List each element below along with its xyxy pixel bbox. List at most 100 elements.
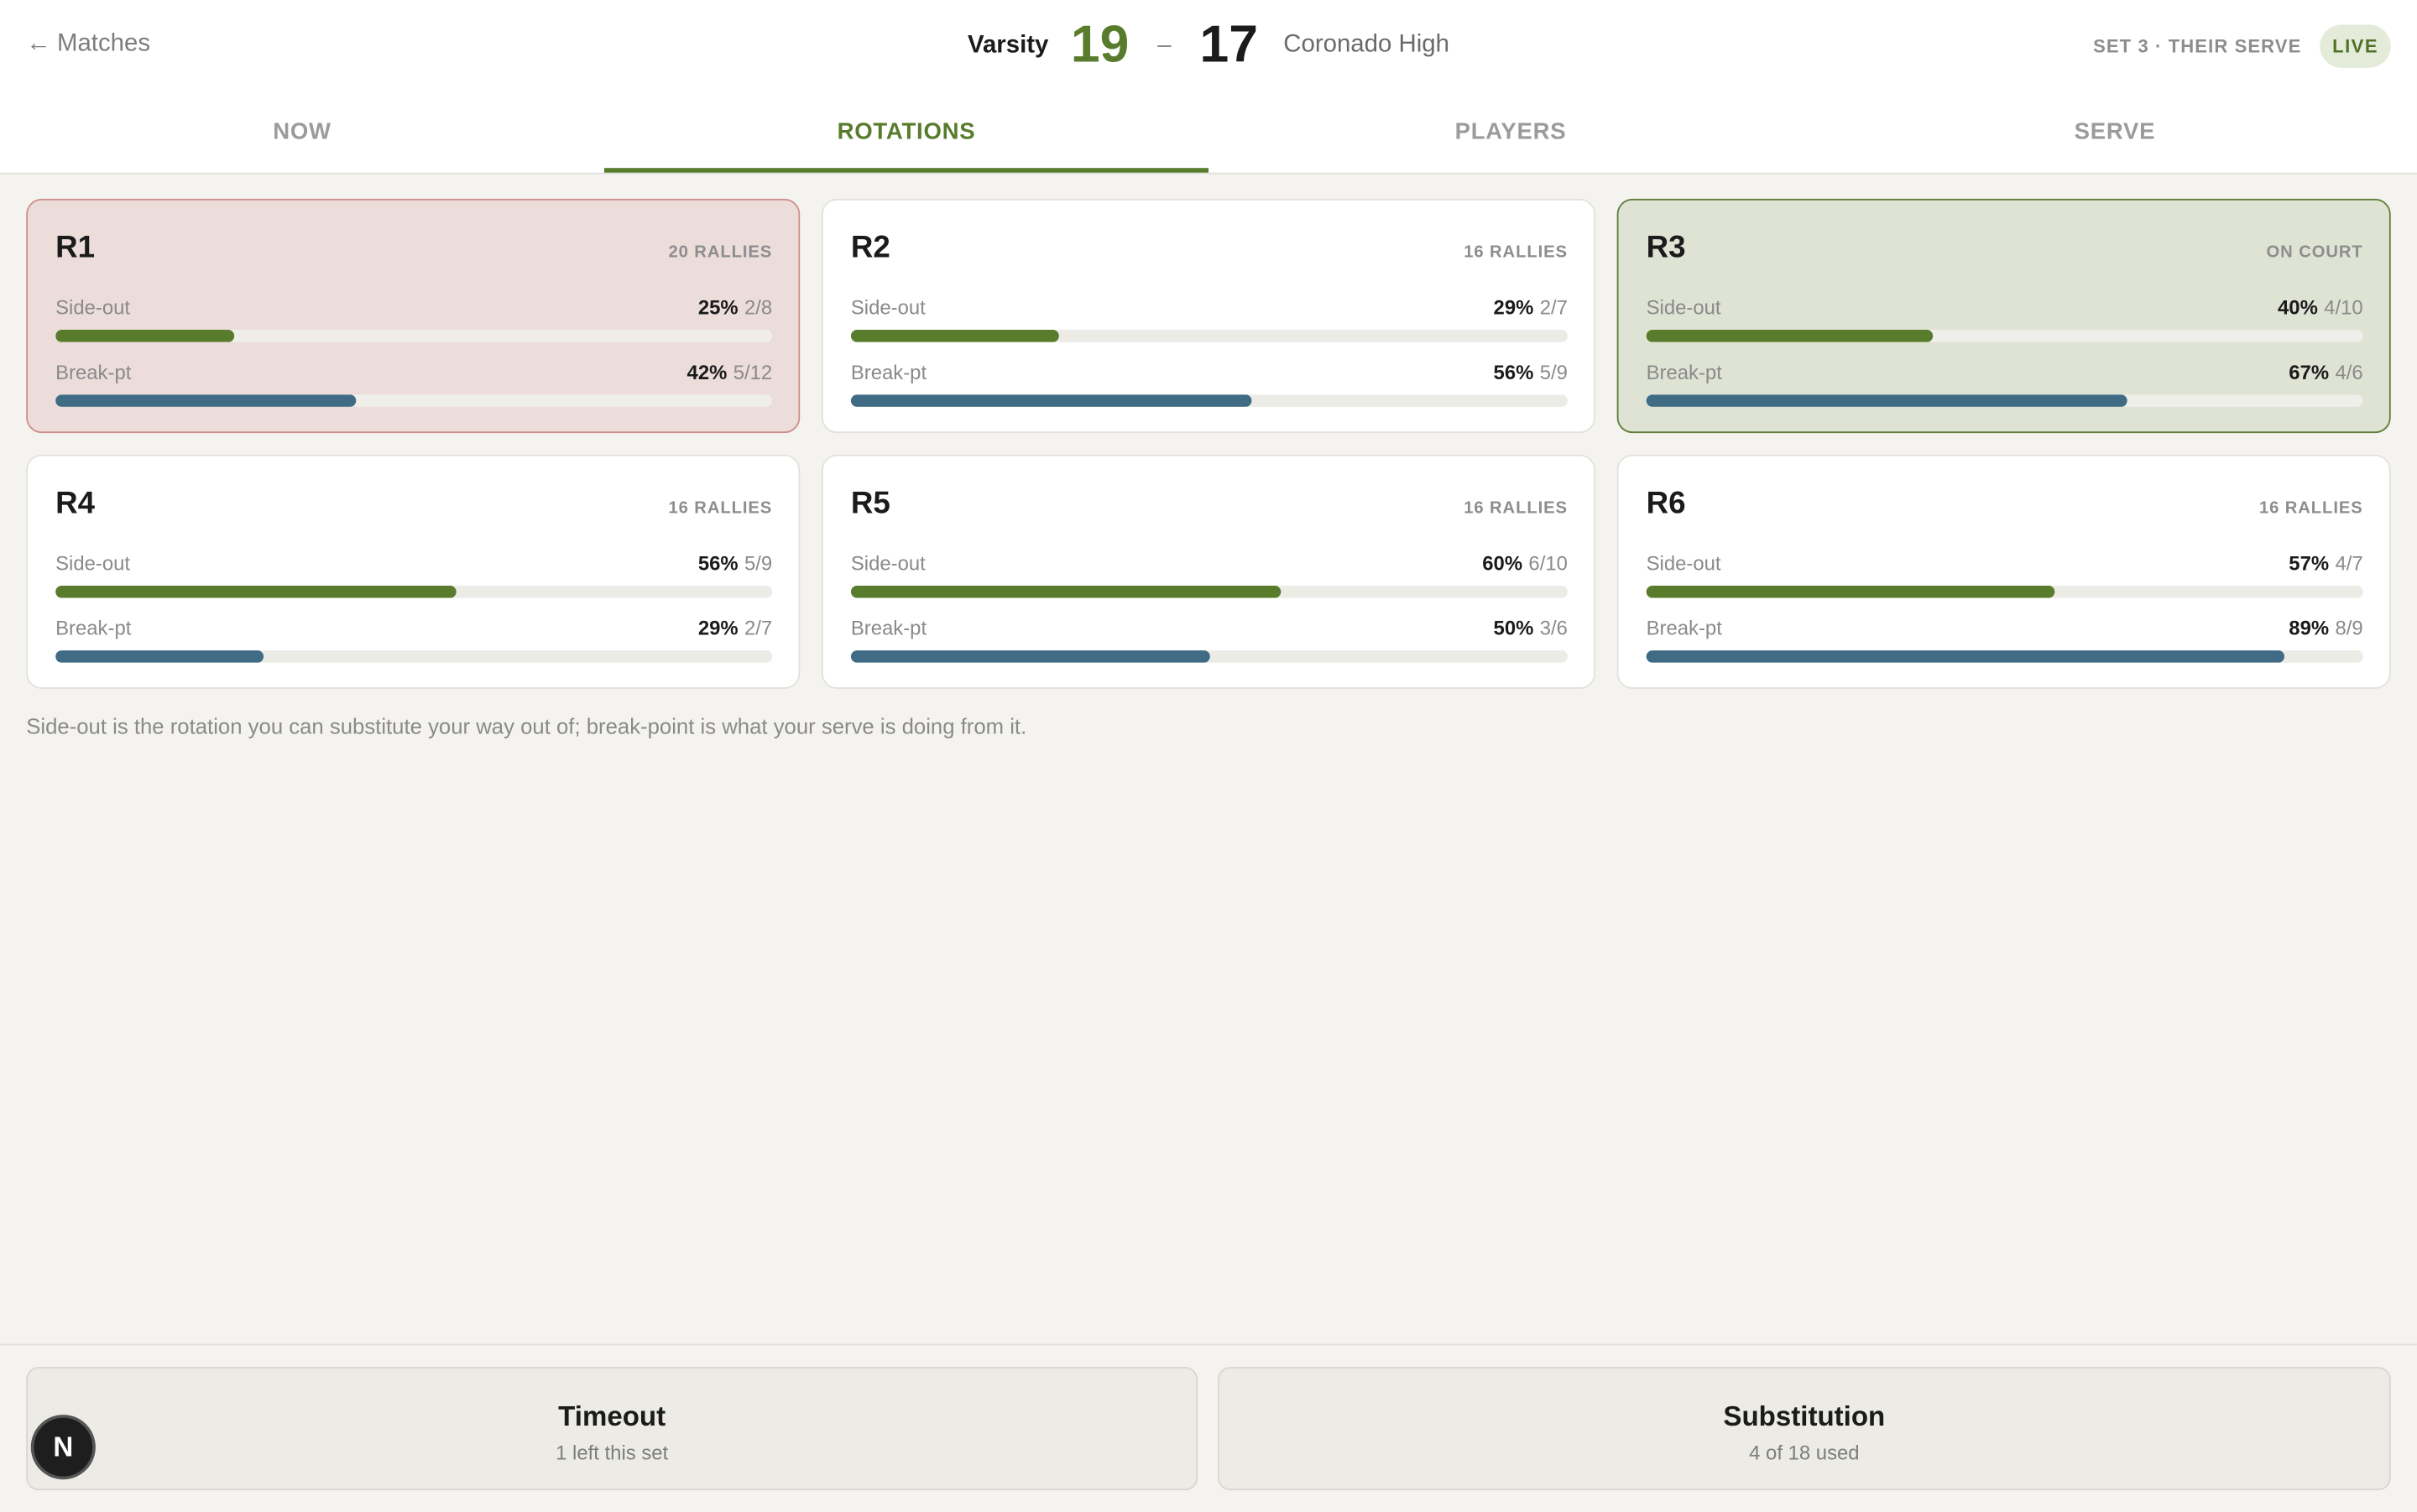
stat-bar-fill xyxy=(1646,394,2127,407)
score-separator: – xyxy=(1157,31,1172,58)
stat-bar-fill xyxy=(1646,585,2055,598)
stat-value: 60% 6/10 xyxy=(1482,552,1568,576)
stat-fraction: 5/9 xyxy=(1539,360,1568,384)
timeout-title: Timeout xyxy=(558,1400,666,1432)
stat-break-pt: Break-pt 56% 5/9 xyxy=(850,360,1568,407)
home-score: 19 xyxy=(1070,15,1130,75)
stat-bar-fill xyxy=(55,585,457,598)
rotation-card-r5[interactable]: R5 16 RALLIES Side-out 60% 6/10 Break-pt 50% 3/… xyxy=(821,454,1595,690)
stat-fraction: 4/6 xyxy=(2335,360,2363,384)
rotation-card-head: R4 16 RALLIES xyxy=(55,487,772,533)
stat-bar-fill xyxy=(55,394,357,407)
rotation-name: R4 xyxy=(55,487,96,521)
stat-side-out: Side-out 56% 5/9 xyxy=(55,552,772,598)
back-to-matches-link[interactable]: ← Matches xyxy=(26,31,150,59)
rotation-card-head: R5 16 RALLIES xyxy=(851,487,1568,533)
stat-fraction: 6/10 xyxy=(1528,551,1568,576)
rotation-name: R3 xyxy=(1646,231,1686,265)
set-status: SET 3 · THEIR SERVE xyxy=(2093,35,2302,57)
stat-bar xyxy=(55,394,773,407)
stat-break-pt: Break-pt 89% 8/9 xyxy=(1646,617,2363,663)
rotation-card-r4[interactable]: R4 16 RALLIES Side-out 56% 5/9 Break-pt 29% 2/7 xyxy=(26,454,801,690)
rotation-card-r1[interactable]: R1 20 RALLIES Side-out 25% 2/8 Break-pt 42% 5/1… xyxy=(26,198,801,434)
rotation-name: R6 xyxy=(1646,487,1686,521)
stat-percent: 29% xyxy=(697,616,739,640)
stat-fraction: 2/7 xyxy=(1539,295,1568,320)
stat-value: 67% 4/6 xyxy=(2289,361,2362,385)
rotation-card-r6[interactable]: R6 16 RALLIES Side-out 57% 4/7 Break-pt 89% 8/9 xyxy=(1616,454,2391,690)
stat-bar xyxy=(850,330,1568,342)
stat-label: Side-out xyxy=(850,295,926,320)
stat-label: Break-pt xyxy=(850,616,927,640)
stat-fraction: 2/8 xyxy=(744,295,773,320)
rotation-tag: ON COURT xyxy=(2266,243,2363,263)
stat-label: Side-out xyxy=(850,551,926,576)
rotation-card-head: R3 ON COURT xyxy=(1647,232,2363,278)
timeout-remaining: 1 left this set xyxy=(556,1441,669,1464)
substitution-button[interactable]: Substitution 4 of 18 used xyxy=(1217,1367,2391,1491)
stat-bar xyxy=(55,330,773,342)
stat-label: Break-pt xyxy=(1646,360,1722,384)
stat-value: 29% 2/7 xyxy=(1494,296,1568,321)
home-team-name: Varsity xyxy=(967,31,1049,58)
rotation-grid: R1 20 RALLIES Side-out 25% 2/8 Break-pt 42% 5/1… xyxy=(26,198,2391,690)
rotation-card-r3[interactable]: R3 ON COURT Side-out 40% 4/10 Break-pt 67% 4/6 xyxy=(1616,198,2391,434)
stat-percent: 42% xyxy=(686,360,728,384)
stat-side-out: Side-out 57% 4/7 xyxy=(1646,551,2363,598)
rotation-tag: 20 RALLIES xyxy=(668,243,773,263)
user-avatar[interactable]: N xyxy=(30,1415,96,1480)
stat-fraction: 4/7 xyxy=(2335,551,2363,576)
tab-serve[interactable]: SERVE xyxy=(2074,118,2156,145)
stat-bar xyxy=(850,585,1568,598)
stat-break-pt: Break-pt 42% 5/12 xyxy=(55,361,772,407)
away-score: 17 xyxy=(1199,15,1259,75)
stat-fraction: 3/6 xyxy=(1539,616,1568,640)
stat-percent: 56% xyxy=(1493,360,1534,384)
stat-percent: 56% xyxy=(697,551,739,576)
stat-bar xyxy=(1646,585,2363,598)
stat-side-out: Side-out 40% 4/10 xyxy=(1646,295,2363,342)
stat-bar xyxy=(55,650,773,663)
stat-value: 25% 2/8 xyxy=(698,296,772,321)
stat-percent: 50% xyxy=(1493,616,1534,640)
stat-bar-fill xyxy=(55,330,235,342)
stat-percent: 67% xyxy=(2289,360,2330,384)
stat-bar-fill xyxy=(850,650,1209,663)
substitution-title: Substitution xyxy=(1723,1400,1886,1432)
stat-percent: 29% xyxy=(1493,295,1534,320)
stat-bar-fill xyxy=(850,394,1253,407)
stat-bar-fill xyxy=(1646,650,2284,663)
substitution-used: 4 of 18 used xyxy=(1749,1441,1860,1464)
rotation-card-head: R2 16 RALLIES xyxy=(851,232,1568,278)
stat-bar-fill xyxy=(850,585,1282,598)
stat-label: Side-out xyxy=(1646,295,1721,320)
rotation-card-r2[interactable]: R2 16 RALLIES Side-out 29% 2/7 Break-pt 56% 5/9 xyxy=(821,198,1595,434)
stat-label: Side-out xyxy=(55,551,131,576)
stat-value: 56% 5/9 xyxy=(1494,361,1568,385)
stat-side-out: Side-out 29% 2/7 xyxy=(850,295,1568,342)
stat-bar-fill xyxy=(55,650,264,663)
stat-side-out: Side-out 60% 6/10 xyxy=(850,551,1568,598)
stat-percent: 57% xyxy=(2289,551,2330,576)
match-status: SET 3 · THEIR SERVE LIVE xyxy=(2093,24,2391,68)
stat-label: Break-pt xyxy=(850,360,927,384)
stat-bar xyxy=(1646,650,2363,663)
tab-players[interactable]: PLAYERS xyxy=(1454,118,1567,145)
timeout-button[interactable]: Timeout 1 left this set xyxy=(26,1367,1198,1491)
stat-bar xyxy=(850,650,1568,663)
rotation-card-head: R6 16 RALLIES xyxy=(1647,487,2363,533)
rotations-help-note: Side-out is the rotation you can substit… xyxy=(26,713,1027,738)
stat-bar-fill xyxy=(1646,330,1934,342)
stat-bar xyxy=(55,585,773,598)
stat-value: 40% 4/10 xyxy=(2278,296,2363,321)
back-label: Matches xyxy=(56,30,151,57)
scoreboard: Varsity 19 – 17 Coronado High xyxy=(0,15,2417,76)
tab-now[interactable]: NOW xyxy=(273,118,331,145)
stat-fraction: 5/9 xyxy=(744,551,773,576)
stat-percent: 25% xyxy=(697,295,739,320)
stat-bar xyxy=(1646,330,2363,342)
tab-rotations[interactable]: ROTATIONS xyxy=(603,96,1208,173)
stat-break-pt: Break-pt 50% 3/6 xyxy=(850,616,1568,663)
match-header: ← Matches Varsity 19 – 17 Coronado High S… xyxy=(0,0,2417,175)
stat-bar xyxy=(850,394,1568,407)
